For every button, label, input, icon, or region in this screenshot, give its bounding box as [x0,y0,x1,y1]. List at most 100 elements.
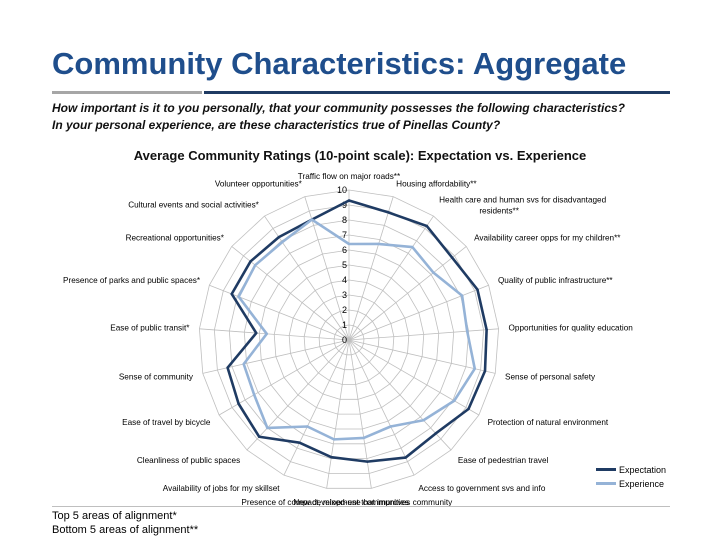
footnote-top-alignment: Top 5 areas of alignment* [52,510,177,522]
grid-ring-4 [288,279,410,400]
grid-spoke-18 [231,246,350,341]
r-tick-label-9: 9 [342,200,347,210]
grid-spoke-14 [218,339,350,416]
data-point-experience-9 [389,425,392,428]
data-point-expectation-18 [249,260,252,263]
category-label-11: Presence of compact, mixed-use communiti… [241,498,408,507]
chart-title: Average Community Ratings (10-point scal… [133,148,587,163]
footnote-bottom-alignment: Bottom 5 areas of alignment** [52,524,199,536]
grid-spoke-2 [348,215,434,341]
r-tick-label-2: 2 [342,305,347,315]
grid-ring-1 [333,324,365,356]
grid-spoke-10 [348,339,372,489]
category-label-3: Availability career opps for my children… [474,234,621,243]
category-label-20: Volunteer opportunities* [215,179,303,188]
category-label-10: New development that improves community [293,498,453,507]
r-tick-label-0: 0 [342,335,347,345]
r-tick-label-8: 8 [342,215,347,225]
data-point-expectation-9 [404,456,407,459]
data-point-expectation-11 [330,455,333,459]
grid-spoke-6 [348,339,496,374]
category-label-19: Cultural events and social activities* [128,200,259,209]
data-point-expectation-16 [255,331,258,335]
category-label-15: Sense of community [119,372,194,381]
legend-item-experience: Experience [596,477,666,490]
r-tick-label-4: 4 [342,275,347,285]
data-point-expectation-7 [467,407,470,411]
grid-ring-2 [318,309,380,371]
data-point-experience-3 [432,271,435,274]
category-label-9: Access to government svs and info [418,484,545,493]
data-point-experience-2 [411,245,414,249]
grid-spoke-12 [283,339,350,476]
data-point-experience-19 [281,240,284,244]
data-point-expectation-13 [258,435,261,438]
category-label-12: Availability of jobs for my skillset [163,484,281,493]
r-tick-label-7: 7 [342,230,347,240]
data-point-experience-7 [453,399,456,402]
grid-spoke-11 [326,339,350,489]
data-point-experience-13 [266,426,269,430]
question-line-1: How important is it to you personally, t… [52,101,625,115]
grid-spoke-8 [348,339,452,451]
data-point-experience-1 [377,242,380,246]
data-point-expectation-1 [387,211,390,214]
r-tick-label-3: 3 [342,290,347,300]
category-label-2: Health care and human svs for disadvanta… [439,195,606,215]
data-point-experience-20 [310,218,314,221]
data-point-expectation-2 [425,224,428,228]
category-label-17: Presence of parks and public spaces* [63,276,201,285]
data-point-experience-18 [253,263,257,267]
data-point-expectation-19 [277,235,281,239]
category-label-1: Housing affordability** [396,179,477,188]
series-line-experience [237,218,477,441]
data-point-expectation-5 [485,328,488,331]
grid-spoke-13 [246,339,350,451]
category-label-18: Recreational opportunities* [126,234,225,243]
category-label-5: Opportunities for quality education [509,324,634,333]
r-tick-label-1: 1 [342,320,347,330]
slide-title: Community Characteristics: Aggregate [52,46,627,81]
category-label-4: Quality of public infrastructure** [498,276,613,285]
data-point-experience-5 [465,329,469,333]
category-label-13: Cleanliness of public spaces [137,456,240,465]
grid-ring-6 [258,249,440,430]
data-point-experience-10 [362,436,365,440]
data-point-experience-14 [252,393,256,396]
legend-label-experience: Experience [619,478,665,489]
data-point-expectation-17 [230,292,233,296]
grid-ring-10 [199,189,499,489]
data-point-experience-17 [237,295,240,298]
data-point-experience-4 [460,294,464,297]
data-point-experience-6 [473,367,476,370]
grid-ring-7 [243,234,455,445]
data-point-expectation-4 [476,288,479,291]
data-point-experience-8 [422,419,425,422]
r-tick-label-10: 10 [337,185,347,195]
legend-item-expectation: Expectation [596,463,666,476]
data-point-experience-12 [306,425,309,428]
data-point-experience-16 [265,332,268,336]
grid-spoke-7 [348,339,480,416]
data-point-expectation-3 [451,256,454,259]
legend-label-expectation: Expectation [619,464,667,475]
series-line-expectation [226,199,488,463]
category-label-0: Traffic flow on major roads** [298,172,401,181]
data-point-expectation-14 [237,402,240,405]
grid-ring-3 [303,294,395,385]
r-tick-label-6: 6 [342,245,347,255]
data-point-expectation-6 [483,369,487,373]
grid-spoke-16 [199,328,350,341]
grid-ring-5 [273,264,425,415]
grid-spoke-3 [348,246,467,341]
data-point-expectation-12 [298,441,301,444]
title-underline-left [52,91,202,94]
category-label-16: Ease of public transit* [110,324,190,333]
legend-swatch-expectation [596,468,616,471]
data-point-experience-0 [347,242,351,246]
title-underline-right [204,91,670,94]
grid-spoke-5 [348,328,499,341]
data-point-expectation-15 [226,366,229,369]
grid-spoke-17 [209,284,350,341]
